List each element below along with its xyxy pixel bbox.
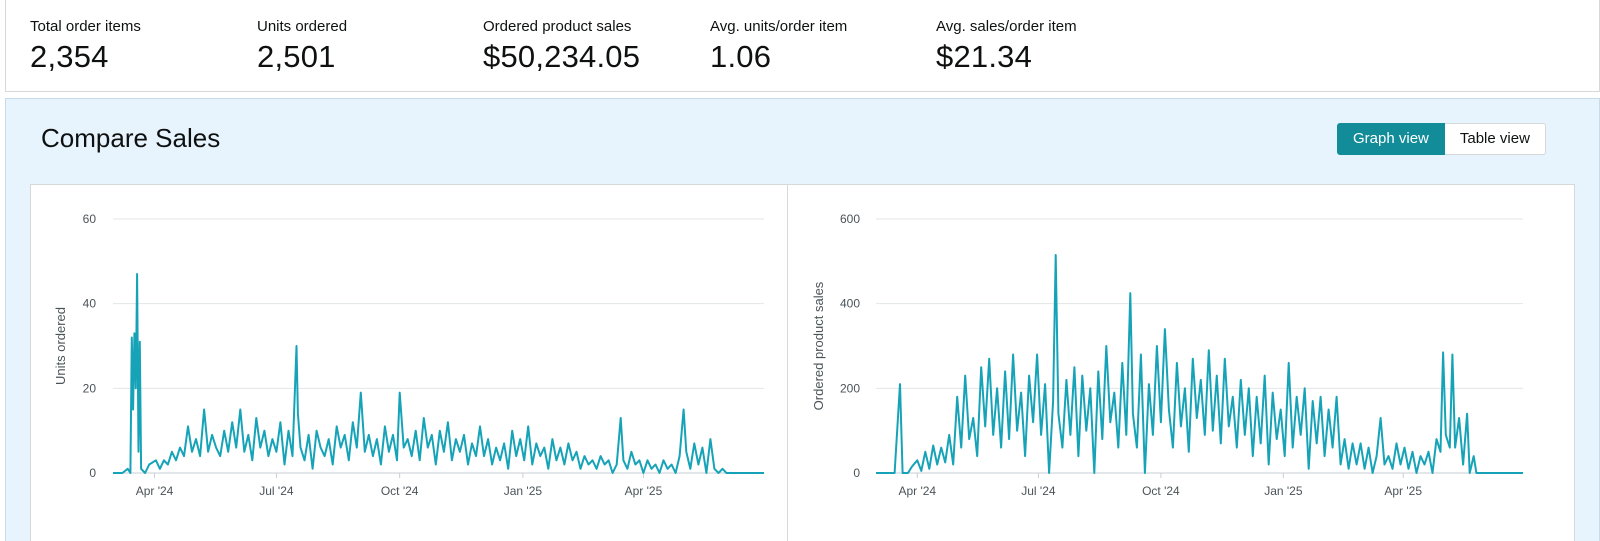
x-tick-label: Oct '24: [381, 484, 419, 498]
series-line: [113, 273, 764, 474]
metric-total-order-items: Total order items 2,354: [30, 18, 141, 75]
charts-container: 0 20 40 60 Apr '24 Jul '24 Oct '24 Jan '25 Apr '…: [30, 184, 1575, 541]
metric-ordered-product-sales: Ordered product sales $50,234.05: [483, 18, 640, 75]
metric-label: Units ordered: [257, 18, 348, 35]
y-tick-label: 0: [853, 466, 860, 480]
y-tick-label: 400: [840, 297, 860, 311]
metric-value: 2,354: [30, 39, 109, 74]
compare-sales-title: Compare Sales: [41, 123, 221, 153]
metric-label: Total order items: [30, 18, 141, 35]
metric-avg-units-per-order-item: Avg. units/order item 1.06: [710, 18, 847, 75]
metric-value: $50,234.05: [483, 39, 641, 74]
metric-avg-sales-per-order-item: Avg. sales/order item $21.34: [936, 18, 1077, 75]
y-tick-label: 200: [840, 381, 860, 395]
graph-view-button[interactable]: Graph view: [1337, 123, 1445, 155]
metric-label: Ordered product sales: [483, 18, 632, 35]
ordered-product-sales-chart: 0 200 400 600 Apr '24 Jul '24 Oct '24 Jan '25 Ap…: [811, 212, 1523, 498]
x-tick-label: Jan '25: [1264, 484, 1303, 498]
metric-value: 2,501: [257, 39, 336, 74]
metric-units-ordered: Units ordered 2,501: [257, 18, 347, 75]
x-tick-label: Apr '24: [898, 484, 936, 498]
x-tick-label: Apr '25: [1384, 484, 1422, 498]
view-toggle: Graph view Table view: [1337, 123, 1546, 155]
compare-sales-panel: Compare Sales Graph view Table view 0 20 4…: [5, 98, 1600, 541]
x-tick-label: Apr '25: [625, 484, 663, 498]
y-tick-label: 600: [840, 212, 860, 226]
y-tick-label: 60: [83, 212, 97, 226]
x-tick-label: Apr '24: [136, 484, 174, 498]
series-line: [876, 254, 1523, 474]
metric-value: $21.34: [936, 39, 1033, 74]
metric-label: Avg. sales/order item: [936, 18, 1077, 35]
metric-value: 1.06: [710, 39, 772, 74]
metric-label: Avg. units/order item: [710, 18, 848, 35]
y-axis-label: Units ordered: [53, 307, 68, 385]
x-tick-label: Jan '25: [504, 484, 543, 498]
x-tick-label: Jul '24: [259, 484, 294, 498]
x-tick-label: Jul '24: [1021, 484, 1056, 498]
y-tick-label: 0: [89, 466, 96, 480]
chart-divider: [787, 185, 788, 541]
y-axis-label: Ordered product sales: [811, 281, 826, 410]
metrics-summary: Total order items 2,354 Units ordered 2,…: [5, 0, 1600, 92]
y-tick-label: 20: [83, 381, 97, 395]
units-ordered-chart: 0 20 40 60 Apr '24 Jul '24 Oct '24 Jan '25 Apr '…: [53, 212, 764, 498]
y-tick-label: 40: [83, 297, 97, 311]
table-view-button[interactable]: Table view: [1444, 123, 1546, 155]
x-tick-label: Oct '24: [1142, 484, 1180, 498]
